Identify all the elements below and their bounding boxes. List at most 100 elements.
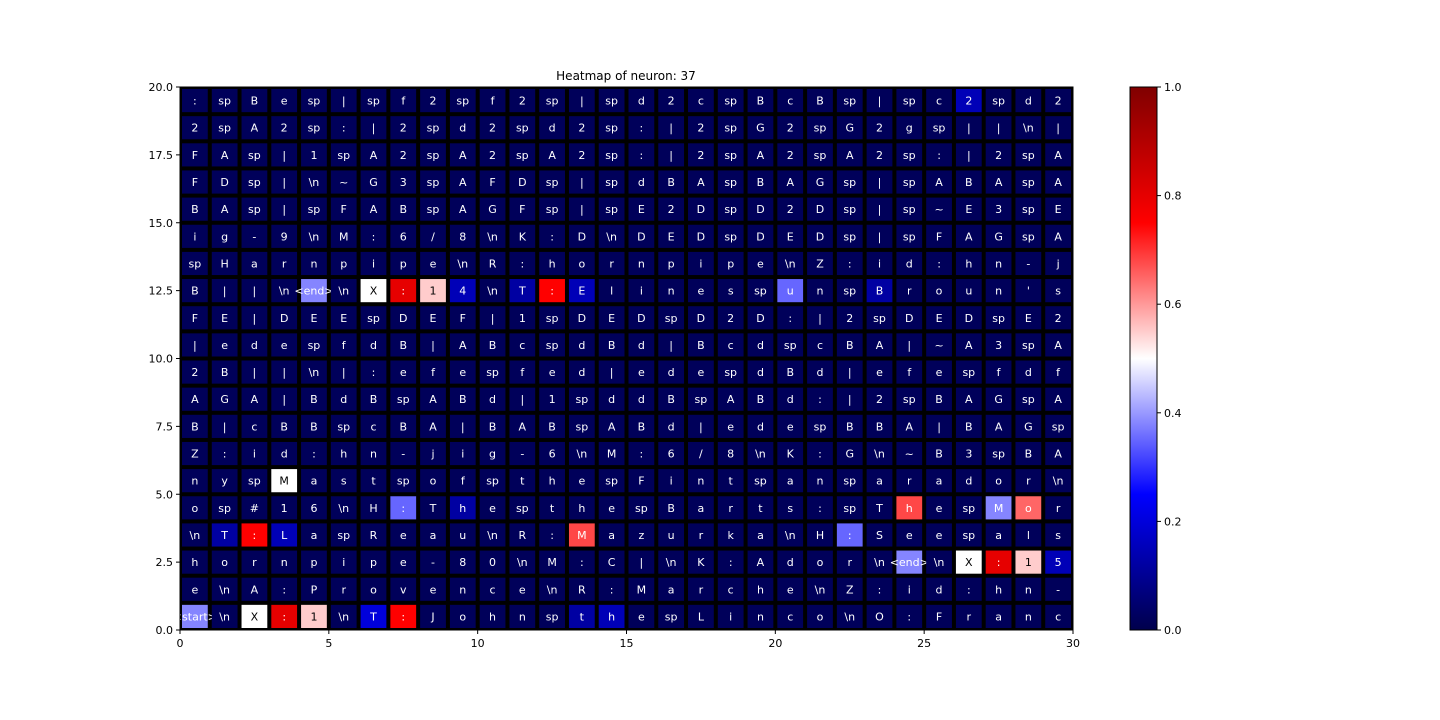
heatmap-cell-label: 8 [727, 448, 734, 461]
heatmap-cell [836, 306, 863, 330]
heatmap-cell [479, 89, 506, 113]
heatmap-cell [747, 469, 774, 493]
heatmap-cell [420, 414, 446, 438]
heatmap-cell-label: s [728, 285, 734, 298]
heatmap-cell [658, 387, 685, 411]
heatmap-cell-label: 2 [876, 393, 883, 406]
heatmap-cell [1015, 251, 1042, 276]
heatmap-cell-label: sp [218, 122, 231, 135]
heatmap-cell-label: e [787, 420, 794, 433]
heatmap-cell [479, 224, 506, 248]
heatmap-cell [1015, 523, 1042, 547]
heatmap-cell [777, 224, 804, 248]
heatmap-cell [896, 414, 923, 438]
heatmap-cell-label: F [341, 203, 347, 216]
heatmap-cell [807, 604, 833, 628]
heatmap-cell-label: u [668, 529, 675, 542]
heatmap-cell [479, 577, 506, 601]
heatmap-cell [330, 550, 357, 574]
heatmap-cell-label: T [518, 285, 526, 298]
heatmap-cell-label: A [429, 420, 437, 433]
heatmap-cell-label: A [1054, 339, 1062, 352]
heatmap-cell [539, 523, 565, 547]
heatmap-cell [866, 441, 893, 466]
heatmap-cell-label: h [608, 610, 615, 623]
heatmap-cell [301, 550, 327, 574]
x-tick-label: 20 [768, 637, 782, 650]
heatmap-cell-label: 2 [787, 203, 794, 216]
heatmap-cell-label: e [400, 556, 407, 569]
heatmap-cell [926, 251, 952, 276]
heatmap-cell-label: e [698, 366, 705, 379]
heatmap-cell [628, 333, 655, 357]
heatmap-cell-label: | [580, 203, 584, 216]
heatmap-cell-label: A [608, 420, 616, 433]
heatmap-cell-label: G [220, 393, 229, 406]
heatmap-cell-label: sp [605, 95, 618, 108]
heatmap-cell [420, 469, 446, 493]
heatmap-cell [1045, 496, 1071, 520]
heatmap-cell [658, 333, 685, 357]
heatmap-cell [628, 604, 655, 628]
plot-background [180, 87, 1073, 630]
heatmap-cell [449, 333, 476, 357]
heatmap-cell-label: n [459, 583, 466, 596]
heatmap-cell [866, 523, 893, 547]
heatmap-cell [807, 441, 833, 466]
heatmap-cell [271, 170, 298, 194]
heatmap-cell [598, 170, 625, 194]
heatmap-cell-label: h [757, 583, 764, 596]
heatmap-cell-label: B [310, 420, 318, 433]
heatmap-cell-label: Z [816, 257, 824, 270]
heatmap-cell [598, 224, 625, 248]
heatmap-cell [211, 550, 238, 574]
heatmap-cell [896, 469, 923, 493]
heatmap-cell-label: G [756, 122, 765, 135]
heatmap-cell [598, 550, 625, 574]
heatmap-cell [479, 333, 506, 357]
heatmap-cell-label: J [430, 610, 434, 623]
heatmap-cell-label: sp [308, 339, 321, 352]
heatmap-cell-label: u [965, 285, 972, 298]
heatmap-cell [598, 143, 625, 167]
heatmap-cell-label: sp [367, 312, 380, 325]
heatmap-cell-label: e [221, 339, 228, 352]
heatmap-cell-label: f [907, 366, 912, 379]
heatmap-cell [598, 306, 625, 330]
heatmap-cell-label: | [282, 176, 286, 189]
heatmap-cell [658, 523, 685, 547]
heatmap-cell-label: sp [337, 149, 350, 162]
heatmap-cell-label: sp [635, 502, 648, 515]
x-tick-label: 15 [620, 637, 634, 650]
heatmap-cell-label: d [757, 339, 764, 352]
heatmap-cell-label: A [906, 420, 914, 433]
heatmap-cell [271, 333, 298, 357]
heatmap-cell-label: sp [546, 312, 559, 325]
heatmap-cell-label: e [578, 475, 585, 488]
heatmap-cell-label: F [192, 149, 198, 162]
heatmap-cell-label: d [281, 448, 288, 461]
heatmap-cell [628, 577, 655, 601]
heatmap-cell-label: sp [456, 95, 469, 108]
heatmap-cell-label: | [937, 420, 941, 433]
heatmap-cell-label: i [342, 556, 345, 569]
heatmap-cell [360, 414, 387, 438]
heatmap-cell [777, 469, 804, 493]
heatmap-cell [479, 414, 506, 438]
heatmap-cell [658, 414, 685, 438]
heatmap-cell-label: 1 [1025, 556, 1032, 569]
heatmap-cell-label: : [907, 610, 911, 623]
heatmap-cell-label: c [936, 95, 942, 108]
heatmap-cell-label: o [459, 610, 466, 623]
heatmap-cell-label: sp [337, 529, 350, 542]
y-tick-label: 12.5 [149, 285, 174, 298]
heatmap-cell-label: 3 [965, 448, 972, 461]
heatmap-cell [747, 224, 774, 248]
y-tick-label: 7.5 [156, 420, 174, 433]
heatmap-cell [568, 360, 595, 384]
heatmap-cell-label: : [282, 610, 286, 623]
heatmap-cell [896, 170, 923, 194]
y-tick-label: 15.0 [149, 217, 174, 230]
heatmap-cell-label: : [848, 529, 852, 542]
heatmap-cell-label: \n [547, 583, 558, 596]
